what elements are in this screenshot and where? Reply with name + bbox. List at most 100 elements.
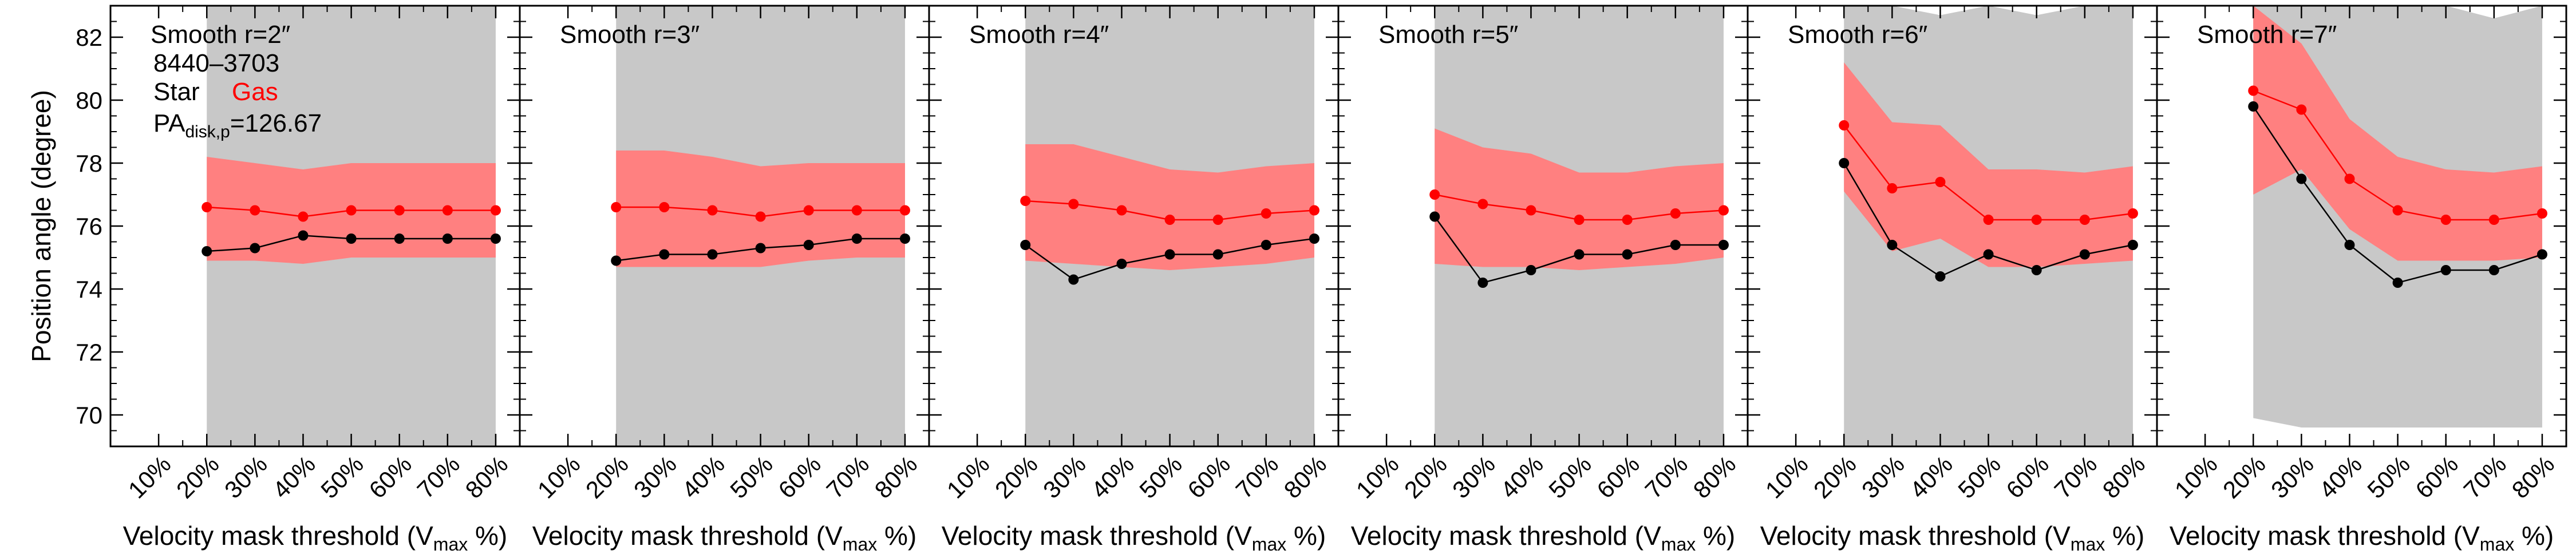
y-tick-label: 74 (76, 276, 102, 303)
gas-uncertainty-band (1844, 62, 2133, 267)
star-point (2031, 265, 2042, 275)
x-axis-title: Velocity mask threshold (Vmax %) (532, 521, 916, 555)
x-tick-label: 80% (460, 450, 513, 504)
x-tick-label: 80% (2097, 450, 2151, 504)
gas-point (2127, 208, 2138, 219)
gas-point (2537, 208, 2547, 219)
x-tick-label: 40% (1086, 450, 1139, 504)
legend-gas-label: Gas (232, 78, 278, 106)
star-point (1887, 240, 1898, 250)
gas-point (442, 205, 453, 216)
panel-title: Smooth r=4″ (969, 21, 1109, 49)
panel-title: Smooth r=5″ (1378, 21, 1518, 49)
x-axis-title-main: Velocity mask threshold (V (532, 521, 843, 551)
gas-point (490, 205, 501, 216)
gas-point (755, 211, 766, 222)
star-point (1429, 211, 1440, 222)
star-point (1839, 158, 1850, 168)
x-tick-label: 10% (2170, 450, 2223, 504)
x-tick-label: 80% (1279, 450, 1332, 504)
star-point (1309, 234, 1319, 244)
y-tick-label: 78 (76, 150, 102, 177)
panel-4: 10%20%30%40%50%60%70%80% Smooth r=5″ Veloc… (1337, 5, 1749, 555)
gas-uncertainty-band (616, 151, 905, 267)
star-point (851, 234, 862, 244)
y-tick-label: 80 (76, 87, 102, 114)
x-tick-label: 70% (2459, 450, 2512, 504)
gas-point (2031, 215, 2042, 225)
y-tick-label: 76 (76, 213, 102, 240)
legend-star-label: Star (153, 78, 200, 106)
star-point (1068, 274, 1079, 285)
x-tick-label: 10% (532, 450, 586, 504)
star-point (1020, 240, 1031, 250)
star-point (2344, 240, 2355, 250)
star-point (1670, 240, 1681, 250)
star-point (2296, 173, 2307, 184)
plot-area (1839, 6, 2138, 446)
gas-point (1477, 199, 1488, 209)
star-point (2079, 249, 2090, 260)
gas-point (1935, 177, 1946, 187)
x-tick-label: 80% (2507, 450, 2560, 504)
star-point (346, 234, 357, 244)
x-tick-label: 60% (773, 450, 826, 504)
gas-uncertainty-band (1025, 144, 1314, 270)
panel-title: Smooth r=6″ (1788, 21, 1927, 49)
gas-point (659, 202, 670, 212)
panel-2: 10%20%30%40%50%60%70%80% Smooth r=3″ Veloc… (519, 5, 930, 555)
x-tick-label: 40% (1495, 450, 1548, 504)
gas-point (1526, 205, 1536, 216)
star-point (755, 243, 766, 254)
x-axis-title-main: Velocity mask threshold (V (123, 521, 433, 551)
x-tick-label: 50% (1134, 450, 1187, 504)
x-tick-label: 20% (171, 450, 224, 504)
star-point (659, 249, 670, 260)
y-tick-label: 82 (76, 24, 102, 51)
gas-point (803, 205, 814, 216)
x-axis-title-end: %) (877, 521, 916, 551)
gas-point (1068, 199, 1079, 209)
star-point (394, 234, 405, 244)
x-axis-title-main: Velocity mask threshold (V (942, 521, 1252, 551)
gas-point (851, 205, 862, 216)
x-tick-label: 70% (2049, 450, 2103, 504)
gas-point (1622, 215, 1633, 225)
x-axis-title-main: Velocity mask threshold (V (1351, 521, 1661, 551)
x-tick-label: 30% (2266, 450, 2319, 504)
pa-subscript: disk,p (185, 122, 230, 141)
star-point (1526, 265, 1536, 275)
pa-label: PA (153, 109, 185, 137)
x-tick-label: 60% (1182, 450, 1235, 504)
plot-area (202, 6, 501, 446)
x-tick-label: 50% (1953, 450, 2006, 504)
x-tick-label: 30% (1856, 450, 1910, 504)
star-point (1212, 249, 1223, 260)
star-point (707, 249, 718, 260)
gas-point (1839, 120, 1850, 130)
gas-point (346, 205, 357, 216)
x-tick-label: 10% (1760, 450, 1814, 504)
star-point (250, 243, 260, 254)
gas-point (2248, 85, 2259, 96)
x-axis-title-end: %) (2105, 521, 2144, 551)
panel-6: 10%20%30%40%50%60%70%80% Smooth r=7″ Veloc… (2156, 5, 2567, 555)
gas-point (2392, 205, 2403, 216)
panel-title: Smooth r=3″ (560, 21, 700, 49)
galaxy-id-label: 8440–3703 (153, 49, 279, 77)
x-axis-title-sub: max (1661, 534, 1696, 555)
gas-point (707, 205, 718, 216)
x-axis-title: Velocity mask threshold (Vmax %) (123, 521, 507, 555)
star-point (2488, 265, 2499, 275)
x-tick-label: 60% (2410, 450, 2463, 504)
pa-value: =126.67 (230, 109, 322, 137)
star-point (298, 230, 309, 241)
star-point (490, 234, 501, 244)
y-tick-label: 70 (76, 402, 102, 429)
x-tick-label: 30% (629, 450, 682, 504)
x-tick-label: 70% (1640, 450, 1693, 504)
x-tick-label: 60% (1591, 450, 1645, 504)
x-axis-title-sub: max (433, 534, 468, 555)
